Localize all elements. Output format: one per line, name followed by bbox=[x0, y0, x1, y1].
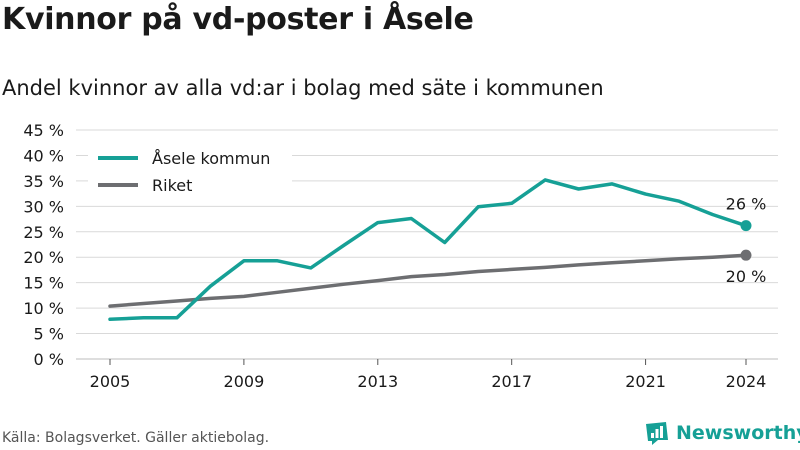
y-tick-label: 10 % bbox=[23, 299, 64, 318]
end-value-label: 26 % bbox=[726, 195, 767, 214]
series-line-asele bbox=[108, 178, 748, 322]
series-line-riket bbox=[108, 253, 748, 308]
newsworthy-logo: Newsworthy bbox=[644, 420, 800, 446]
y-tick-label: 30 % bbox=[23, 197, 64, 216]
y-tick-label: 40 % bbox=[23, 146, 64, 165]
series-lines: 20 % 26 % bbox=[108, 178, 767, 322]
legend: Åsele kommun Riket bbox=[88, 142, 292, 200]
x-tick-label: 2009 bbox=[224, 372, 265, 391]
y-tick-label: 45 % bbox=[23, 121, 64, 140]
y-tick-label: 5 % bbox=[34, 325, 64, 344]
newsworthy-icon bbox=[646, 422, 668, 445]
end-point-marker bbox=[740, 220, 752, 232]
legend-background bbox=[88, 142, 292, 200]
y-tick-label: 35 % bbox=[23, 172, 64, 191]
x-tick-label: 2024 bbox=[726, 372, 767, 391]
y-tick-label: 20 % bbox=[23, 248, 64, 267]
x-tick-label: 2017 bbox=[491, 372, 532, 391]
chart-subtitle: Andel kvinnor av alla vd:ar i bolag med … bbox=[2, 76, 604, 100]
end-value-label: 20 % bbox=[726, 267, 767, 286]
source-note: Källa: Bolagsverket. Gäller aktiebolag. bbox=[2, 430, 270, 446]
legend-label: Åsele kommun bbox=[152, 149, 270, 168]
y-tick-label: 0 % bbox=[34, 350, 64, 369]
line-chart: 0 % 5 % 10 % 15 % 20 % 25 % 30 % 35 % 40 % 45 % 2… bbox=[23, 121, 778, 391]
x-tick-label: 2013 bbox=[357, 372, 398, 391]
y-axis-ticks: 0 % 5 % 10 % 15 % 20 % 25 % 30 % 35 % 40 % 45 % bbox=[23, 121, 64, 369]
x-axis-ticks: 2005 2009 2013 2017 2021 2024 bbox=[90, 359, 767, 391]
y-tick-label: 25 % bbox=[23, 223, 64, 242]
end-point-marker bbox=[740, 249, 752, 261]
x-tick-label: 2021 bbox=[625, 372, 666, 391]
x-tick-label: 2005 bbox=[90, 372, 131, 391]
y-tick-label: 15 % bbox=[23, 274, 64, 293]
brand-name: Newsworthy bbox=[676, 422, 800, 444]
chart-title: Kvinnor på vd-poster i Åsele bbox=[2, 2, 474, 37]
legend-label: Riket bbox=[152, 176, 192, 195]
